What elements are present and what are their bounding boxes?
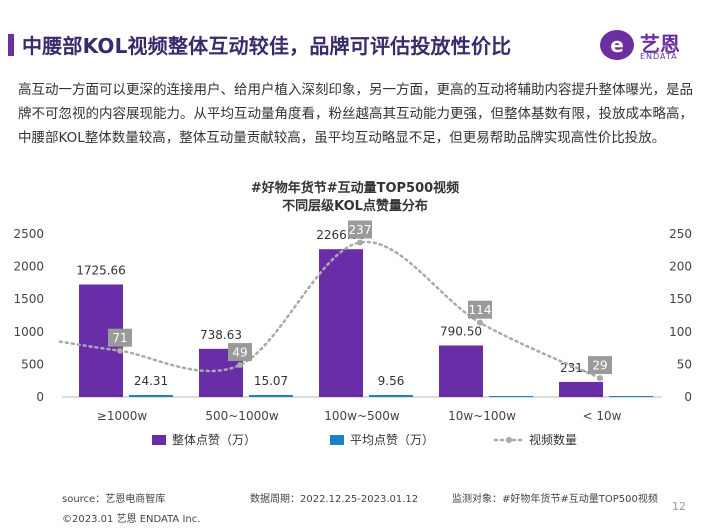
x-tick-label: < 10w	[583, 409, 622, 423]
bar-avg-likes	[249, 395, 293, 397]
legend-avg-likes-swatch	[330, 435, 344, 445]
footer-source: source：艺恩电商智库	[62, 494, 166, 505]
bar-total-likes	[559, 381, 603, 397]
data-label-video-count: 49	[232, 346, 247, 360]
data-label-video-count: 29	[592, 359, 607, 373]
footer-period: 数据周期：2022.12.25-2023.01.12	[250, 494, 419, 505]
y-right-tick-label: 200	[669, 260, 692, 274]
y-right-tick-label: 50	[677, 357, 692, 371]
x-tick-label: 10w~100w	[448, 409, 516, 423]
video-count-label-box	[468, 300, 492, 319]
y-left-tick-label: 2500	[13, 227, 44, 241]
data-label-video-count: 71	[112, 331, 127, 345]
video-count-label-box	[108, 328, 132, 347]
legend-total-likes-label: 整体点赞（万）	[172, 432, 256, 447]
y-left-tick-label: 500	[21, 357, 44, 371]
kol-likes-chart: #好物年货节#互动量TOP500视频 不同层级KOL点赞量分布 05001000…	[13, 180, 692, 447]
footer-copyright: ©2023.01 艺恩 ENDATA Inc.	[62, 514, 201, 525]
x-tick-label: 500~1000w	[205, 409, 278, 423]
video-count-label-box	[228, 343, 252, 362]
bar-avg-likes	[129, 395, 173, 397]
video-count-label-box	[348, 220, 372, 239]
data-label-total-likes: 790.50	[440, 324, 482, 338]
video-count-point	[357, 239, 363, 246]
bar-total-likes	[319, 249, 363, 397]
page-number: 12	[672, 500, 686, 513]
legend-video-count-marker	[506, 437, 512, 443]
page-title: 中腰部KOL视频整体互动较佳，品牌可评估投放性价比	[22, 34, 512, 58]
footer-target: 监测对象：#好物年货节#互动量TOP500视频	[452, 494, 658, 505]
legend-video-count-label: 视频数量	[529, 432, 577, 447]
y-right-tick-label: 250	[669, 227, 692, 241]
bar-avg-likes	[609, 396, 653, 397]
data-label-total-likes: 1725.66	[76, 263, 126, 277]
y-right-tick-label: 0	[684, 390, 692, 404]
bar-total-likes	[439, 345, 483, 397]
y-right-tick-label: 100	[669, 325, 692, 339]
bar-avg-likes	[489, 396, 533, 397]
y-left-tick-label: 0	[36, 390, 44, 404]
legend-total-likes-swatch	[152, 435, 166, 445]
legend-avg-likes-label: 平均点赞（万）	[350, 433, 434, 447]
title-accent-bar	[8, 34, 14, 56]
y-left-tick-label: 2000	[13, 260, 44, 274]
logo-text-en: ENDATA	[640, 52, 678, 61]
chart-subtitle: 不同层级KOL点赞量分布	[282, 198, 428, 214]
video-count-point	[597, 375, 603, 382]
video-count-point	[237, 362, 243, 369]
video-count-line	[58, 240, 602, 380]
logo-text-cn: 艺恩	[640, 32, 680, 56]
data-label-total-likes: 738.63	[200, 328, 242, 342]
endata-logo-icon: e	[600, 30, 634, 60]
data-label-avg-likes: 9.56	[378, 374, 405, 388]
data-label-video-count: 114	[469, 303, 492, 317]
x-tick-label: ≥1000w	[97, 409, 148, 423]
chart-title: #好物年货节#互动量TOP500视频	[251, 180, 459, 196]
data-label-avg-likes: 15.07	[254, 374, 288, 388]
data-label-video-count: 237	[349, 223, 372, 237]
summary-paragraph: 高互动一方面可以更深的连接用户、给用户植入深刻印象，另一方面，更高的互动将辅助内…	[18, 82, 693, 146]
y-right-tick-label: 150	[669, 292, 692, 306]
y-left-tick-label: 1000	[13, 325, 44, 339]
video-count-point	[477, 319, 483, 326]
x-tick-label: 100w~500w	[324, 409, 400, 423]
video-count-point	[117, 347, 123, 354]
bar-avg-likes	[369, 395, 413, 397]
video-count-label-box	[588, 356, 612, 375]
endata-logo: e 艺恩 ENDATA	[600, 28, 700, 64]
data-label-avg-likes: 24.31	[134, 374, 168, 388]
y-left-tick-label: 1500	[13, 292, 44, 306]
